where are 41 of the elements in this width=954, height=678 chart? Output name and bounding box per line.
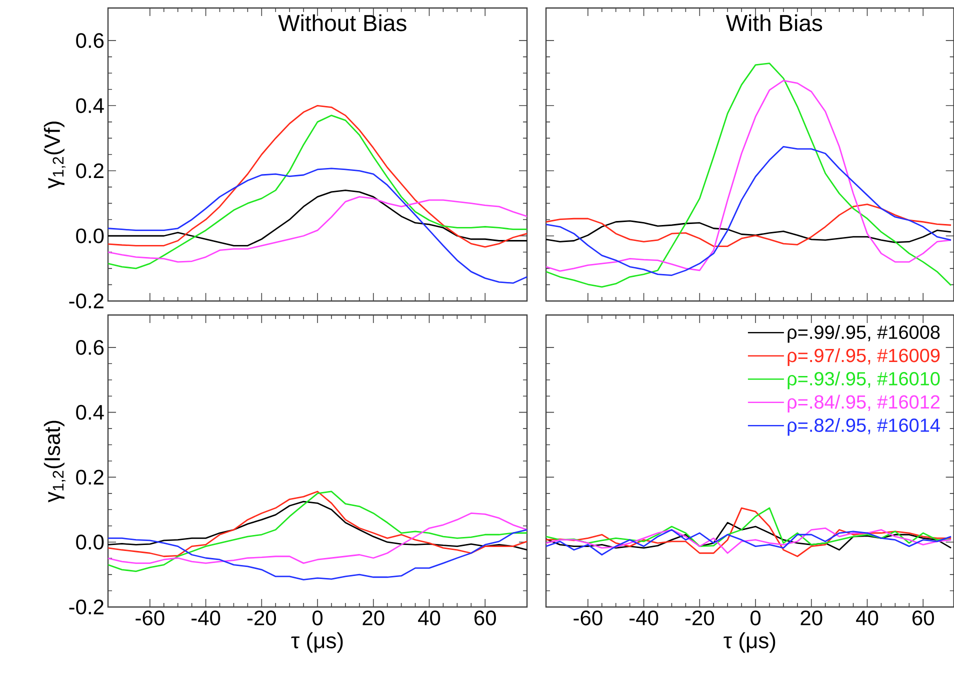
x-tick-label: 0 — [750, 610, 761, 626]
x-tick-label: 60 — [474, 610, 496, 626]
x-tick-label: -40 — [630, 610, 658, 626]
legend-label: ρ=.84/.95, #16012 — [788, 394, 940, 412]
legend-label: ρ=.97/.95, #16009 — [788, 348, 940, 366]
y-tick-label: 0.2 — [76, 470, 104, 485]
line-series — [108, 114, 528, 270]
y-tick-label: 0.2 — [76, 163, 104, 178]
y-axis-title: γ$_{1,2}$(Isat) — [44, 420, 66, 502]
x-tick-label: -60 — [136, 610, 164, 626]
x-tick-label: -40 — [192, 610, 220, 626]
y-axis-title: γ$_{1,2}$(Vf) — [44, 122, 66, 189]
line-series — [108, 500, 528, 551]
legend-label: ρ=.99/.95, #16008 — [788, 325, 940, 343]
x-tick-label: -20 — [685, 610, 714, 626]
line-series — [108, 490, 528, 572]
legend-label: ρ=.93/.95, #16010 — [788, 372, 940, 390]
x-tick-label: 40 — [418, 610, 440, 626]
line-series — [108, 529, 528, 580]
y-tick-label: 0.0 — [76, 228, 104, 244]
y-tick-label: 0.6 — [76, 33, 104, 48]
y-tick-label: 0.4 — [76, 98, 104, 114]
x-tick-label: -60 — [574, 610, 602, 626]
x-tick-label: 40 — [856, 610, 878, 626]
x-tick-label: 20 — [362, 610, 384, 626]
x-axis-title: τ (μs) — [291, 632, 343, 653]
y-tick-label: 0.4 — [76, 404, 104, 420]
line-series — [108, 512, 528, 564]
y-tick-label: -0.2 — [69, 294, 104, 308]
x-axis-title: τ (μs) — [724, 632, 776, 653]
x-tick-label: 20 — [800, 610, 822, 626]
x-tick-label: -20 — [247, 610, 276, 626]
chart-title: Without Bias — [278, 14, 406, 32]
y-tick-label: -0.2 — [69, 600, 104, 614]
y-tick-label: 0.6 — [76, 340, 104, 355]
x-tick-label: 0 — [312, 610, 323, 626]
legend-label: ρ=.82/.95, #16014 — [788, 418, 940, 436]
y-tick-label: 0.0 — [76, 534, 104, 550]
x-tick-label: 60 — [912, 610, 934, 626]
line-series — [108, 196, 528, 263]
chart-title: With Bias — [726, 14, 822, 32]
